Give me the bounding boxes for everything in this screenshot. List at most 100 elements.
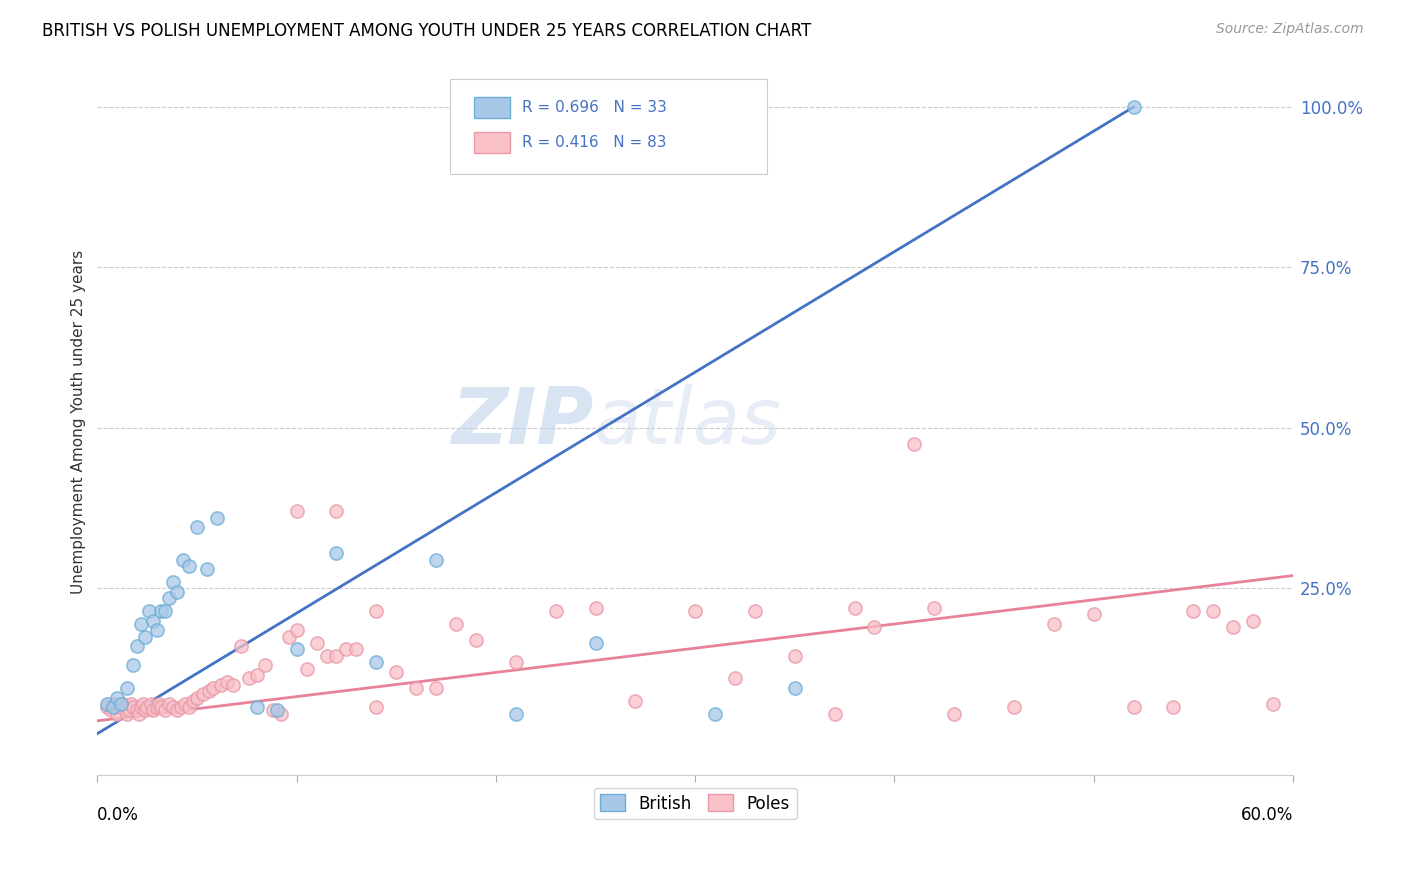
- Point: [118, 703, 141, 717]
- Point: [1002, 700, 1025, 714]
- Point: [405, 681, 427, 695]
- Point: [115, 681, 138, 695]
- Point: [335, 642, 357, 657]
- Text: ZIP: ZIP: [451, 384, 593, 459]
- Point: [366, 700, 388, 714]
- Point: [142, 614, 165, 628]
- Point: [100, 703, 122, 717]
- Point: [170, 700, 193, 714]
- Point: [229, 639, 252, 653]
- Point: [285, 623, 308, 637]
- Point: [444, 616, 467, 631]
- Point: [366, 655, 388, 669]
- Point: [1202, 604, 1225, 618]
- Point: [325, 504, 347, 518]
- Point: [505, 706, 527, 721]
- Point: [186, 690, 208, 705]
- Point: [285, 642, 308, 657]
- FancyBboxPatch shape: [450, 79, 766, 175]
- Point: [262, 703, 284, 717]
- Point: [295, 662, 318, 676]
- Point: [104, 697, 127, 711]
- Point: [141, 697, 163, 711]
- Text: 0.0%: 0.0%: [97, 806, 139, 824]
- Point: [943, 706, 966, 721]
- Point: [1222, 620, 1244, 634]
- Point: [177, 558, 200, 573]
- Legend: British, Poles: British, Poles: [593, 788, 797, 819]
- Point: [186, 520, 208, 534]
- Point: [325, 648, 347, 663]
- FancyBboxPatch shape: [474, 132, 510, 153]
- Point: [1122, 100, 1144, 114]
- Point: [150, 604, 173, 618]
- FancyBboxPatch shape: [474, 96, 510, 118]
- Point: [305, 636, 328, 650]
- Point: [201, 681, 224, 695]
- Point: [783, 681, 806, 695]
- Point: [122, 700, 145, 714]
- Point: [285, 504, 308, 518]
- Point: [1261, 697, 1284, 711]
- Point: [1083, 607, 1105, 621]
- Point: [1043, 616, 1066, 631]
- Point: [209, 678, 232, 692]
- Text: BRITISH VS POLISH UNEMPLOYMENT AMONG YOUTH UNDER 25 YEARS CORRELATION CHART: BRITISH VS POLISH UNEMPLOYMENT AMONG YOU…: [42, 22, 811, 40]
- Point: [253, 658, 276, 673]
- Point: [425, 681, 447, 695]
- Point: [783, 648, 806, 663]
- Point: [215, 674, 238, 689]
- Point: [157, 591, 180, 605]
- Point: [146, 623, 169, 637]
- Point: [585, 636, 607, 650]
- Point: [704, 706, 727, 721]
- Point: [205, 511, 228, 525]
- Point: [103, 700, 125, 714]
- Point: [115, 706, 138, 721]
- Point: [315, 648, 337, 663]
- Point: [96, 700, 118, 714]
- Point: [162, 700, 184, 714]
- Point: [153, 703, 176, 717]
- Point: [1122, 700, 1144, 714]
- Point: [238, 671, 260, 685]
- Point: [277, 630, 299, 644]
- Point: [191, 687, 214, 701]
- Point: [132, 697, 155, 711]
- Point: [122, 658, 145, 673]
- Point: [136, 700, 159, 714]
- Point: [138, 604, 160, 618]
- Point: [127, 639, 149, 653]
- Point: [112, 697, 135, 711]
- Point: [1241, 614, 1264, 628]
- Point: [1163, 700, 1185, 714]
- Point: [505, 655, 527, 669]
- Point: [824, 706, 846, 721]
- Point: [366, 604, 388, 618]
- Point: [134, 703, 156, 717]
- Point: [181, 694, 204, 708]
- Point: [105, 690, 128, 705]
- Point: [844, 600, 866, 615]
- Point: [266, 703, 288, 717]
- Text: R = 0.696   N = 33: R = 0.696 N = 33: [522, 100, 666, 115]
- Point: [246, 700, 269, 714]
- Point: [134, 630, 156, 644]
- Point: [120, 697, 142, 711]
- Point: [146, 700, 169, 714]
- Y-axis label: Unemployment Among Youth under 25 years: Unemployment Among Youth under 25 years: [72, 250, 86, 594]
- Text: atlas: atlas: [593, 384, 782, 459]
- Point: [153, 604, 176, 618]
- Point: [166, 584, 188, 599]
- Point: [198, 684, 221, 698]
- Point: [1182, 604, 1205, 618]
- Point: [385, 665, 408, 679]
- Point: [222, 678, 245, 692]
- Point: [110, 697, 132, 711]
- Text: R = 0.416   N = 83: R = 0.416 N = 83: [522, 136, 666, 150]
- Point: [172, 552, 194, 566]
- Point: [246, 668, 269, 682]
- Point: [129, 616, 152, 631]
- Point: [724, 671, 747, 685]
- Point: [162, 574, 184, 589]
